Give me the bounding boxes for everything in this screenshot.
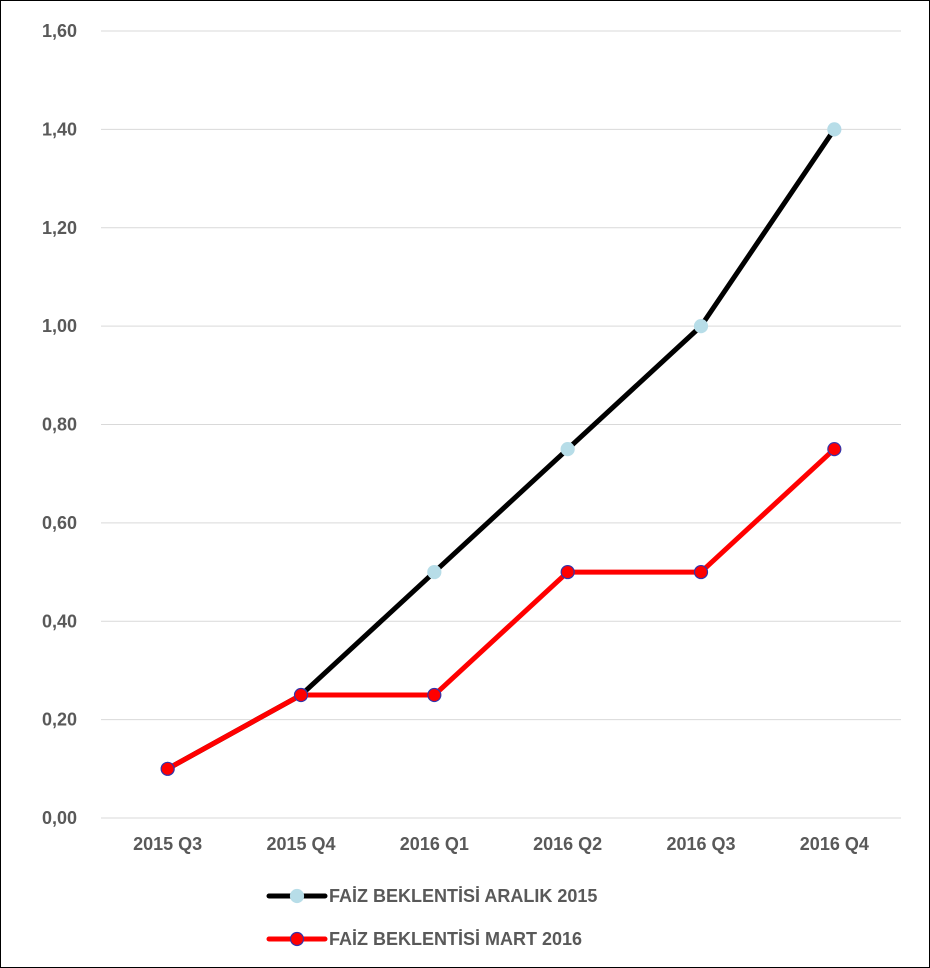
y-tick-label: 0,00 bbox=[42, 808, 77, 828]
data-point bbox=[693, 319, 709, 334]
x-tick-label: 2015 Q4 bbox=[266, 834, 335, 854]
series-1 bbox=[160, 122, 842, 776]
y-tick-label: 0,20 bbox=[42, 710, 77, 730]
data-point bbox=[160, 761, 175, 776]
y-tick-label: 1,40 bbox=[42, 119, 77, 139]
x-tick-label: 2016 Q1 bbox=[400, 834, 469, 854]
x-axis-tick-labels: 2015 Q3 2015 Q4 2016 Q1 2016 Q2 2016 Q3 2016 … bbox=[133, 834, 869, 854]
series-line bbox=[165, 126, 837, 772]
data-point bbox=[427, 564, 442, 580]
data-point bbox=[293, 687, 309, 703]
series-lines bbox=[160, 122, 842, 776]
y-tick-label: 0,60 bbox=[42, 513, 77, 533]
legend-label: FAİZ BEKLENTİSİ MART 2016 bbox=[329, 929, 582, 949]
gridlines bbox=[101, 30, 901, 819]
y-tick-label: 1,60 bbox=[42, 21, 77, 41]
data-point bbox=[427, 687, 442, 703]
legend-item: FAİZ BEKLENTİSİ ARALIK 2015 bbox=[266, 886, 597, 906]
data-point bbox=[693, 564, 709, 580]
legend: FAİZ BEKLENTİSİ ARALIK 2015 FAİZ BEKLENTİ… bbox=[266, 886, 597, 949]
y-tick-label: 0,80 bbox=[42, 415, 77, 435]
series-line bbox=[165, 446, 837, 772]
x-tick-label: 2015 Q3 bbox=[133, 834, 202, 854]
y-tick-label: 0,40 bbox=[42, 611, 77, 631]
x-tick-label: 2016 Q4 bbox=[800, 834, 869, 854]
legend-marker bbox=[289, 931, 305, 947]
data-point bbox=[560, 441, 575, 457]
legend-item: FAİZ BEKLENTİSİ MART 2016 bbox=[266, 929, 582, 949]
series-2 bbox=[160, 441, 842, 776]
x-tick-label: 2016 Q3 bbox=[666, 834, 735, 854]
legend-label: FAİZ BEKLENTİSİ ARALIK 2015 bbox=[329, 886, 597, 906]
x-tick-label: 2016 Q2 bbox=[533, 834, 602, 854]
y-axis-tick-labels: 0,00 0,20 0,40 0,60 0,80 1,00 1,20 1,40 1,60 bbox=[42, 21, 77, 828]
data-point bbox=[560, 564, 575, 580]
y-tick-label: 1,00 bbox=[42, 316, 77, 336]
data-point bbox=[827, 122, 842, 137]
y-tick-label: 1,20 bbox=[42, 218, 77, 238]
data-point bbox=[827, 441, 842, 457]
legend-marker bbox=[289, 888, 305, 904]
